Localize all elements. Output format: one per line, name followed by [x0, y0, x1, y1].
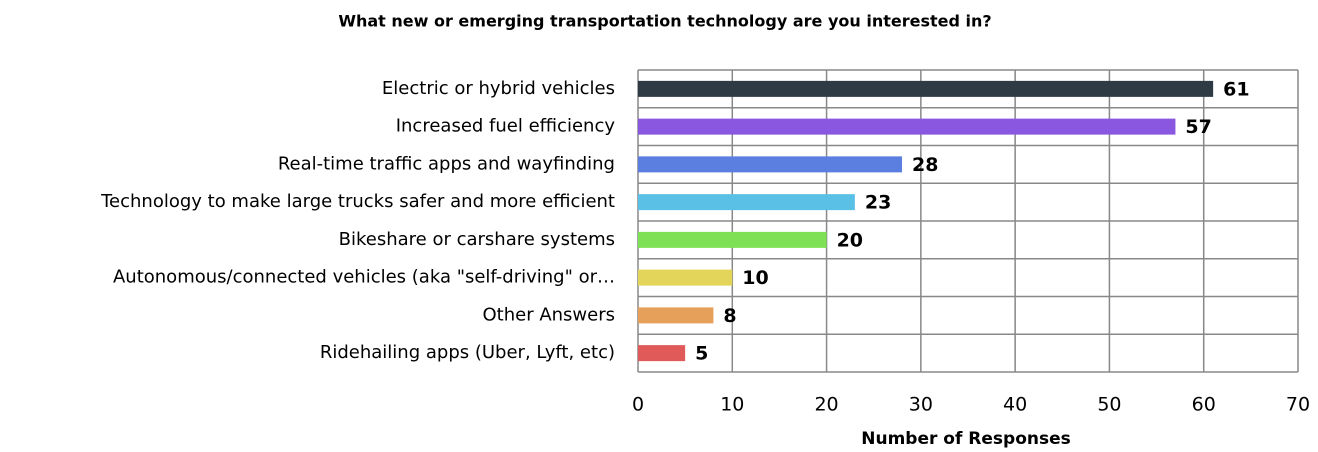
bar — [638, 156, 902, 173]
bar — [638, 269, 733, 286]
data-label: 28 — [912, 154, 938, 176]
data-label: 10 — [742, 267, 768, 289]
data-label: 57 — [1185, 116, 1211, 138]
chart-title: What new or emerging transportation tech… — [338, 12, 991, 31]
data-label: 23 — [865, 192, 891, 214]
bar — [638, 118, 1176, 135]
y-tick-label: Other Answers — [482, 304, 615, 325]
x-tick-label: 30 — [909, 394, 933, 416]
data-label: 20 — [837, 229, 863, 251]
bar — [638, 231, 827, 248]
bar — [638, 345, 686, 362]
bar — [638, 80, 1214, 97]
data-label: 8 — [723, 305, 736, 327]
x-tick-label: 10 — [720, 394, 744, 416]
y-tick-label: Technology to make large trucks safer an… — [100, 191, 615, 212]
y-tick-label: Electric or hybrid vehicles — [382, 78, 615, 99]
y-tick-label: Autonomous/connected vehicles (aka "self… — [113, 267, 615, 288]
y-tick-label: Ridehailing apps (Uber, Lyft, etc) — [320, 342, 615, 363]
data-label: 5 — [695, 343, 708, 365]
y-tick-label: Increased fuel efficiency — [396, 116, 616, 137]
x-tick-label: 70 — [1286, 394, 1310, 416]
x-tick-label: 60 — [1192, 394, 1216, 416]
x-tick-label: 50 — [1097, 394, 1121, 416]
bar — [638, 194, 855, 211]
y-tick-label: Bikeshare or carshare systems — [339, 229, 615, 250]
y-tick-label: Real-time traffic apps and wayfinding — [278, 153, 615, 174]
x-axis-label: Number of Responses — [861, 429, 1071, 449]
data-label: 61 — [1223, 78, 1249, 100]
x-tick-label: 20 — [814, 394, 838, 416]
x-tick-label: 40 — [1003, 394, 1027, 416]
bar — [638, 307, 714, 324]
x-tick-label: 0 — [632, 394, 644, 416]
